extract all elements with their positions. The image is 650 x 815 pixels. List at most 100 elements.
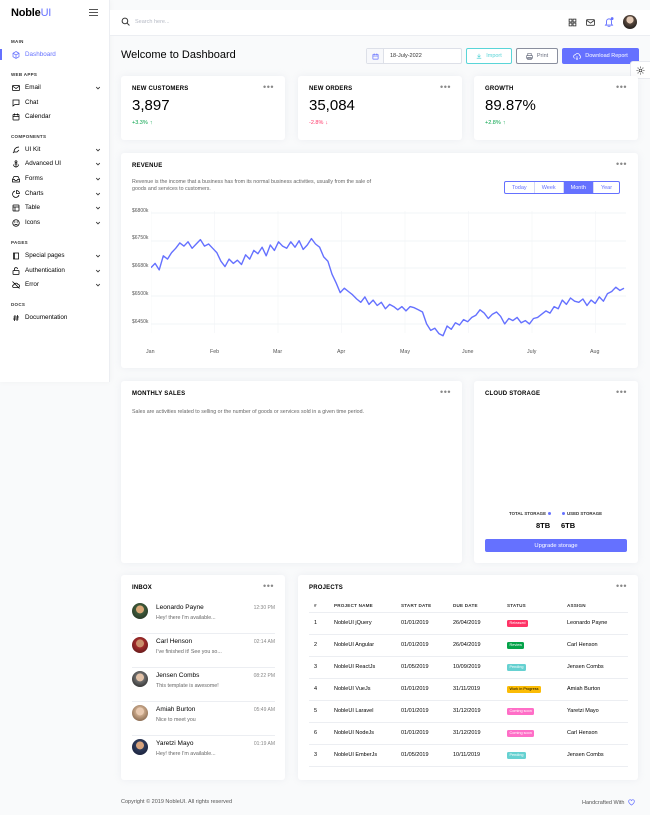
status-cell: Pending — [507, 744, 567, 767]
stat-value: 3,897 — [132, 97, 170, 114]
table-row[interactable]: 3 NobleUI ReactJs 01/05/2019 10/09/2019 Pend… — [309, 656, 628, 679]
inbox-message[interactable]: Leonardo Payne Hey! there I'm available.… — [132, 600, 275, 634]
inbox-message[interactable]: Jensen Combs This template is awesome! 0… — [132, 668, 275, 702]
print-button[interactable]: Print — [516, 48, 558, 64]
download-report-button[interactable]: Download Report — [562, 48, 639, 64]
layout-icon — [11, 203, 20, 212]
sidebar-item-label: Icons — [25, 219, 41, 226]
sidebar-item-label: Charts — [25, 190, 44, 197]
used-storage-value: 6TB — [561, 521, 576, 530]
sidebar-item-icons[interactable]: Icons — [11, 217, 101, 228]
sidebar-item-label: Table — [25, 204, 41, 211]
more-icon[interactable]: ••• — [616, 82, 627, 92]
more-icon[interactable]: ••• — [616, 159, 627, 169]
period-month-button[interactable]: Month — [563, 182, 594, 193]
sidebar-item-special-pages[interactable]: Special pages — [11, 250, 101, 261]
sidebar-item-label: Advanced UI — [25, 160, 62, 167]
more-icon[interactable]: ••• — [440, 82, 451, 92]
table-row[interactable]: 5 NobleUI Laravel 01/01/2019 31/12/2019 Comi… — [309, 700, 628, 723]
cell-assign: Carl Henson — [567, 722, 628, 745]
table-row[interactable]: 1 NobleUI jQuery 01/01/2019 26/04/2019 Relea… — [309, 612, 628, 635]
column-header: START DATE — [401, 600, 453, 613]
date-picker[interactable]: 18-July-2022 — [366, 48, 462, 64]
menu-toggle-icon[interactable] — [89, 9, 98, 16]
cell-due: 31/12/2019 — [453, 722, 507, 745]
stat-delta: +2.8% ↑ — [485, 120, 506, 126]
sidebar-item-advanced-ui[interactable]: Advanced UI — [11, 158, 101, 169]
message-preview: Hey! there I'm available... — [156, 751, 216, 757]
cell-assign: Yaretzi Mayo — [567, 700, 628, 723]
more-icon[interactable]: ••• — [616, 581, 627, 591]
message-preview: Nice to meet you — [156, 717, 196, 723]
box-icon — [11, 50, 20, 59]
sidebar-item-authentication[interactable]: Authentication — [11, 265, 101, 276]
sidebar-item-label: Authentication — [25, 267, 65, 274]
table-row[interactable]: 3 NobleUI EmberJs 01/05/2019 10/11/2019 Pend… — [309, 744, 628, 767]
stat-card-growth: GROWTH ••• 89.87% +2.8% ↑ — [474, 76, 638, 140]
sidebar-item-charts[interactable]: Charts — [11, 188, 101, 199]
user-avatar[interactable] — [623, 15, 637, 29]
period-year-button[interactable]: Year — [600, 184, 613, 191]
status-badge: Pending — [507, 663, 526, 671]
search-icon — [121, 17, 130, 26]
sidebar-item-email[interactable]: Email — [11, 82, 101, 93]
search-input[interactable]: Search here... — [135, 18, 170, 25]
inbox-message[interactable]: Amiah Burton Nice to meet you 05:49 AM — [132, 702, 275, 736]
bell-icon[interactable] — [604, 17, 614, 27]
sidebar-item-table[interactable]: Table — [11, 202, 101, 213]
sidebar-item-error[interactable]: Error — [11, 279, 101, 290]
used-storage-text: USED STORAGE — [567, 511, 603, 516]
search-box[interactable]: Search here... — [121, 17, 170, 26]
x-tick-label: Jan — [146, 349, 155, 355]
status-badge: Coming soon — [507, 729, 535, 737]
stat-card-new-customers: NEW CUSTOMERS ••• 3,897 +3.3% ↑ — [121, 76, 285, 140]
message-time: 12:30 PM — [253, 605, 275, 611]
sidebar: NobleUI MAIN Dashboard WEB APPS Email Ch… — [0, 0, 110, 382]
x-tick-label: Aug — [590, 349, 600, 355]
grid-icon[interactable] — [568, 18, 577, 27]
message-sender: Leonardo Payne — [156, 604, 204, 611]
table-row[interactable]: 2 NobleUI Angular 01/01/2019 26/04/2019 Revi… — [309, 634, 628, 657]
sidebar-item-documentation[interactable]: Documentation — [11, 312, 101, 323]
card-title: NEW ORDERS — [309, 86, 353, 92]
message-sender: Carl Henson — [156, 638, 193, 645]
more-icon[interactable]: ••• — [616, 387, 627, 397]
more-icon[interactable]: ••• — [263, 82, 274, 92]
card-title: MONTHLY SALES — [132, 391, 186, 397]
card-title: CLOUD STORAGE — [485, 391, 541, 397]
cell-n: 3 — [309, 744, 334, 767]
message-sender: Amiah Burton — [156, 706, 196, 713]
download-icon — [476, 53, 482, 59]
cell-name: NobleUI NodeJs — [334, 722, 401, 745]
cloud-storage-card: CLOUD STORAGE ••• TOTAL STORAGE USED STO… — [474, 381, 638, 563]
stat-value: 35,084 — [309, 97, 355, 114]
revenue-description: Revenue is the income that a business ha… — [132, 179, 371, 193]
status-badge: Work in Progress — [507, 685, 542, 693]
inbox-message[interactable]: Yaretzi Mayo Hey! there I'm available...… — [132, 736, 275, 770]
table-row[interactable]: 6 NobleUI NodeJs 01/01/2019 31/12/2019 Comin… — [309, 722, 628, 745]
chevron-down-icon — [95, 148, 101, 152]
brand-logo[interactable]: NobleUI — [11, 7, 51, 19]
sidebar-item-dashboard[interactable]: Dashboard — [11, 49, 101, 60]
import-button[interactable]: Import — [466, 48, 512, 64]
sidebar-item-chat[interactable]: Chat — [11, 97, 101, 108]
status-cell: Released — [507, 612, 567, 635]
settings-tab[interactable] — [630, 61, 650, 79]
table-row[interactable]: 4 NobleUI VueJs 01/01/2019 31/11/2019 Work i… — [309, 678, 628, 701]
sidebar-item-forms[interactable]: Forms — [11, 173, 101, 184]
avatar — [132, 603, 148, 619]
mail-icon[interactable] — [586, 18, 595, 27]
footer-credit: Handcrafted With — [582, 799, 635, 806]
sidebar-item-calendar[interactable]: Calendar — [11, 111, 101, 122]
upgrade-storage-button[interactable]: Upgrade storage — [485, 539, 627, 552]
period-today-button[interactable]: Today — [505, 182, 535, 193]
message-time: 08:22 PM — [253, 673, 275, 679]
more-icon[interactable]: ••• — [440, 387, 451, 397]
section-docs: DOCS — [11, 302, 26, 307]
card-title: PROJECTS — [309, 585, 343, 591]
more-icon[interactable]: ••• — [263, 581, 274, 591]
chevron-down-icon — [95, 221, 101, 225]
inbox-message[interactable]: Carl Henson I've finished it! See you so… — [132, 634, 275, 668]
sidebar-item-ui-kit[interactable]: UI Kit — [11, 144, 101, 155]
period-week-button[interactable]: Week — [535, 182, 564, 193]
